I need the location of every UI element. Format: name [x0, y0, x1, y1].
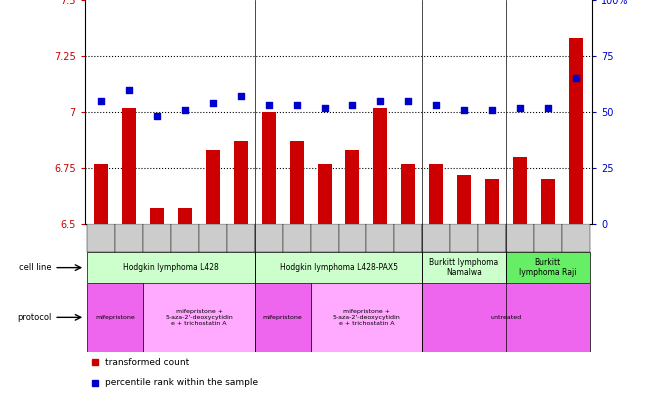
Point: [347, 102, 357, 108]
Bar: [283, 224, 311, 252]
Bar: [143, 283, 255, 352]
Point: [459, 107, 469, 113]
Text: mifepristone: mifepristone: [263, 315, 303, 320]
Bar: [429, 163, 443, 224]
Text: transformed count: transformed count: [105, 358, 189, 367]
Point: [96, 97, 107, 104]
Point: [431, 102, 441, 108]
Bar: [234, 141, 248, 224]
Point: [124, 86, 135, 93]
Bar: [569, 38, 583, 224]
Point: [236, 93, 246, 99]
Bar: [485, 179, 499, 224]
Text: untreated: untreated: [490, 315, 521, 320]
Point: [515, 105, 525, 111]
Bar: [541, 179, 555, 224]
Point: [152, 113, 162, 119]
Bar: [171, 224, 199, 252]
Bar: [143, 224, 171, 252]
Bar: [367, 224, 395, 252]
Text: protocol: protocol: [17, 313, 51, 322]
Bar: [534, 224, 562, 252]
Bar: [506, 224, 534, 252]
Bar: [290, 141, 303, 224]
Bar: [422, 283, 590, 352]
Point: [570, 75, 581, 82]
Bar: [178, 208, 192, 224]
Bar: [457, 175, 471, 224]
Point: [264, 102, 274, 108]
Point: [180, 107, 190, 113]
Bar: [255, 283, 311, 352]
Bar: [450, 224, 478, 252]
Point: [403, 97, 413, 104]
Bar: [339, 224, 367, 252]
Text: mifepristone +
5-aza-2'-deoxycytidin
e + trichostatin A: mifepristone + 5-aza-2'-deoxycytidin e +…: [333, 309, 400, 326]
Text: Burkitt
lymphoma Raji: Burkitt lymphoma Raji: [519, 258, 577, 277]
Text: cell line: cell line: [19, 263, 51, 272]
Bar: [227, 224, 255, 252]
Bar: [478, 224, 506, 252]
Bar: [562, 224, 590, 252]
Text: Hodgkin lymphoma L428: Hodgkin lymphoma L428: [123, 263, 219, 272]
Text: Burkitt lymphoma
Namalwa: Burkitt lymphoma Namalwa: [430, 258, 499, 277]
Bar: [395, 224, 422, 252]
Bar: [115, 224, 143, 252]
Bar: [87, 283, 143, 352]
Bar: [262, 112, 276, 224]
Bar: [122, 108, 136, 224]
Bar: [318, 163, 331, 224]
Bar: [506, 252, 590, 283]
Point: [208, 100, 218, 106]
Bar: [422, 252, 506, 283]
Point: [375, 97, 385, 104]
Text: mifepristone: mifepristone: [96, 315, 135, 320]
Point: [320, 105, 330, 111]
Point: [487, 107, 497, 113]
Bar: [87, 224, 115, 252]
Bar: [422, 224, 450, 252]
Point: [292, 102, 302, 108]
Text: mifepristone +
5-aza-2'-deoxycytidin
e + trichostatin A: mifepristone + 5-aza-2'-deoxycytidin e +…: [165, 309, 233, 326]
Bar: [255, 224, 283, 252]
Bar: [346, 150, 359, 224]
Bar: [206, 150, 220, 224]
Bar: [311, 224, 339, 252]
Bar: [311, 283, 422, 352]
Text: Hodgkin lymphoma L428-PAX5: Hodgkin lymphoma L428-PAX5: [279, 263, 398, 272]
Bar: [87, 252, 255, 283]
Bar: [255, 252, 422, 283]
Text: percentile rank within the sample: percentile rank within the sample: [105, 378, 258, 387]
Bar: [374, 108, 387, 224]
Point: [542, 105, 553, 111]
Bar: [150, 208, 164, 224]
Bar: [513, 157, 527, 224]
Bar: [401, 163, 415, 224]
Bar: [94, 163, 108, 224]
Bar: [199, 224, 227, 252]
